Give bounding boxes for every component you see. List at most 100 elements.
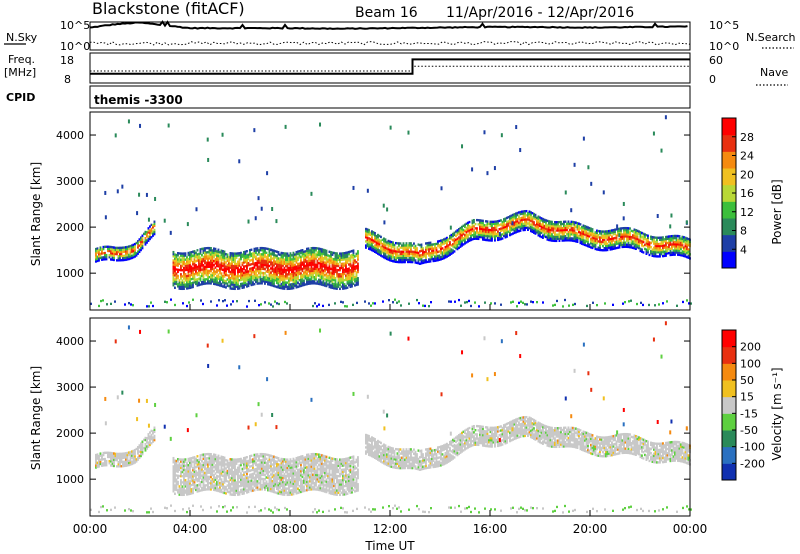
velocity-cell — [123, 460, 126, 463]
power-cell — [431, 249, 433, 253]
power-cell — [408, 256, 411, 260]
velocity-cell — [235, 462, 238, 465]
velocity-cell — [113, 452, 115, 455]
power-cell — [244, 265, 247, 268]
velocity-cell — [241, 492, 244, 495]
power-cell — [187, 270, 190, 273]
velocity-cell — [210, 471, 212, 475]
power-cell — [219, 282, 221, 285]
power-cell — [503, 222, 505, 225]
velocity-cell — [241, 482, 244, 485]
power-cell — [243, 286, 245, 289]
velocity-cell — [177, 466, 179, 469]
power-cell — [220, 257, 223, 261]
power-cell — [410, 258, 412, 262]
power-cell — [325, 284, 328, 288]
power-cell — [516, 230, 519, 233]
power-cell — [407, 252, 409, 255]
power-cell — [291, 285, 293, 288]
power-cell — [207, 263, 209, 266]
power-cell — [483, 232, 486, 235]
power-cell — [339, 281, 341, 284]
power-cell — [205, 263, 208, 266]
power-cell — [596, 233, 598, 237]
power-cell — [237, 285, 239, 288]
power-cell — [669, 247, 672, 250]
power-cell — [355, 279, 358, 282]
power-cell — [525, 222, 528, 225]
power-cell — [549, 220, 552, 223]
power-cell — [274, 270, 277, 274]
power-cell — [131, 254, 133, 258]
power-cell — [612, 228, 615, 232]
power-cell — [321, 271, 323, 274]
power-cell — [590, 242, 592, 245]
power-cell — [283, 258, 286, 261]
velocity-cell — [216, 466, 218, 469]
power-cell — [271, 257, 274, 260]
power-cell — [597, 248, 600, 251]
power-cell — [327, 254, 329, 257]
power-cell — [238, 268, 241, 271]
power-cell — [331, 263, 334, 267]
freq-label-line2: [MHz] — [4, 66, 36, 79]
power-cell — [277, 251, 280, 254]
power-cell — [211, 265, 214, 269]
power-cell — [210, 247, 212, 250]
power-cell — [307, 274, 310, 277]
velocity-cell — [101, 458, 103, 461]
power-cell — [512, 217, 514, 221]
velocity-cell — [211, 486, 214, 489]
power-cell — [259, 267, 262, 271]
power-cell — [612, 237, 615, 240]
power-cell — [417, 255, 420, 259]
power-cell — [642, 236, 645, 240]
power-cell — [345, 257, 347, 261]
power-cell — [524, 303, 526, 306]
power-cell — [640, 301, 642, 304]
power-cell — [501, 237, 504, 240]
velocity-cell — [140, 446, 142, 449]
power-cell — [569, 224, 571, 228]
velocity-cell — [237, 472, 239, 476]
power-cell — [581, 232, 583, 235]
power-cell — [190, 257, 193, 260]
power-cell — [249, 259, 251, 262]
power-cell — [225, 282, 227, 285]
power-cell — [479, 227, 481, 230]
power-cell — [492, 226, 495, 230]
power-cell — [348, 281, 350, 285]
power-cell — [546, 238, 549, 241]
power-cell — [177, 260, 179, 263]
power-cell — [292, 260, 295, 263]
power-cell — [252, 283, 254, 286]
power-cell — [108, 253, 111, 257]
power-cell — [333, 274, 335, 277]
power-cell — [270, 248, 272, 251]
power-cell — [476, 218, 478, 222]
power-cell — [429, 260, 432, 263]
power-cell — [491, 231, 493, 234]
power-cell — [651, 254, 654, 257]
power-cell — [220, 282, 223, 286]
power-cell — [465, 232, 468, 236]
power-cell — [304, 270, 307, 274]
power-cell — [626, 231, 628, 234]
velocity-cell — [205, 477, 208, 481]
power-cell — [327, 283, 329, 286]
power-cell — [262, 265, 265, 269]
power-cell — [123, 246, 126, 249]
power-cell — [410, 248, 412, 251]
power-cell — [241, 261, 244, 265]
velocity-cell — [190, 492, 193, 495]
power-cell — [600, 230, 603, 233]
power-cell — [339, 277, 341, 280]
power-cell — [207, 259, 209, 262]
velocity-cell — [180, 466, 182, 470]
power-cell — [416, 249, 418, 252]
power-cell — [510, 226, 513, 230]
power-cell — [283, 277, 286, 280]
velocity-cell — [226, 463, 229, 466]
power-cell — [518, 215, 520, 218]
